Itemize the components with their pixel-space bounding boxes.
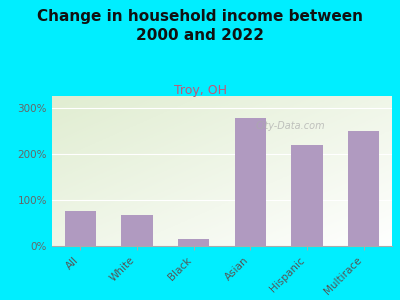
- Text: City-Data.com: City-Data.com: [256, 121, 326, 131]
- Bar: [178, 239, 209, 246]
- Text: Change in household income between
2000 and 2022: Change in household income between 2000 …: [37, 9, 363, 43]
- Bar: [235, 118, 266, 246]
- Bar: [348, 130, 379, 246]
- Bar: [292, 146, 322, 246]
- Bar: [122, 214, 152, 246]
- Text: Troy, OH: Troy, OH: [174, 84, 226, 97]
- Bar: [65, 212, 96, 246]
